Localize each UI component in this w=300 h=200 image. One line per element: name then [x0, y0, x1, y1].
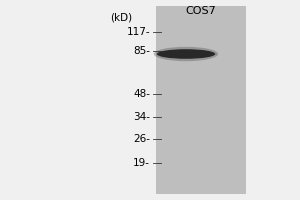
Text: 26-: 26-	[133, 134, 150, 144]
Text: 48-: 48-	[133, 89, 150, 99]
Ellipse shape	[154, 47, 218, 61]
Text: 19-: 19-	[133, 158, 150, 168]
Text: (kD): (kD)	[110, 12, 132, 22]
Text: COS7: COS7	[186, 6, 216, 16]
Text: 85-: 85-	[133, 46, 150, 56]
Bar	[156, 6, 246, 194]
Ellipse shape	[157, 49, 215, 59]
Text: 34-: 34-	[133, 112, 150, 122]
Text: 117-: 117-	[126, 27, 150, 37]
